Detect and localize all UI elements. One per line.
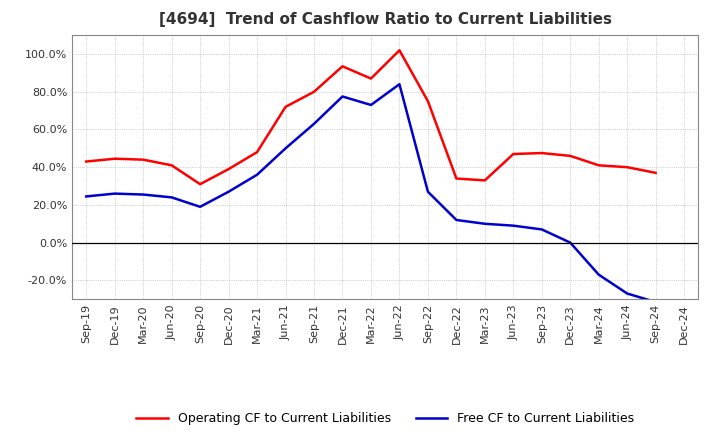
Operating CF to Current Liabilities [595,163,603,168]
Free CF to Current Liabilities [167,195,176,200]
Line: Operating CF to Current Liabilities: Operating CF to Current Liabilities [86,50,656,184]
Operating CF to Current Liabilities [509,151,518,157]
Free CF to Current Liabilities [82,194,91,199]
Free CF to Current Liabilities [537,227,546,232]
Operating CF to Current Liabilities [480,178,489,183]
Operating CF to Current Liabilities [566,153,575,158]
Free CF to Current Liabilities [566,240,575,245]
Operating CF to Current Liabilities [110,156,119,161]
Title: [4694]  Trend of Cashflow Ratio to Current Liabilities: [4694] Trend of Cashflow Ratio to Curren… [158,12,612,27]
Operating CF to Current Liabilities [537,150,546,156]
Free CF to Current Liabilities [139,192,148,197]
Free CF to Current Liabilities [366,103,375,108]
Operating CF to Current Liabilities [82,159,91,164]
Free CF to Current Liabilities [282,146,290,151]
Operating CF to Current Liabilities [395,48,404,53]
Free CF to Current Liabilities [623,291,631,296]
Free CF to Current Liabilities [310,121,318,126]
Free CF to Current Liabilities [452,217,461,223]
Operating CF to Current Liabilities [423,99,432,104]
Operating CF to Current Liabilities [225,166,233,172]
Free CF to Current Liabilities [338,94,347,99]
Operating CF to Current Liabilities [139,157,148,162]
Operating CF to Current Liabilities [338,64,347,69]
Operating CF to Current Liabilities [282,104,290,110]
Operating CF to Current Liabilities [167,163,176,168]
Free CF to Current Liabilities [196,204,204,209]
Operating CF to Current Liabilities [253,150,261,155]
Free CF to Current Liabilities [652,299,660,304]
Operating CF to Current Liabilities [623,165,631,170]
Free CF to Current Liabilities [595,272,603,277]
Line: Free CF to Current Liabilities: Free CF to Current Liabilities [86,84,656,302]
Free CF to Current Liabilities [253,172,261,177]
Legend: Operating CF to Current Liabilities, Free CF to Current Liabilities: Operating CF to Current Liabilities, Fre… [131,407,639,430]
Free CF to Current Liabilities [423,189,432,194]
Free CF to Current Liabilities [110,191,119,196]
Operating CF to Current Liabilities [196,182,204,187]
Free CF to Current Liabilities [395,81,404,87]
Operating CF to Current Liabilities [452,176,461,181]
Operating CF to Current Liabilities [310,89,318,95]
Free CF to Current Liabilities [225,189,233,194]
Operating CF to Current Liabilities [652,170,660,176]
Free CF to Current Liabilities [480,221,489,227]
Operating CF to Current Liabilities [366,76,375,81]
Free CF to Current Liabilities [509,223,518,228]
